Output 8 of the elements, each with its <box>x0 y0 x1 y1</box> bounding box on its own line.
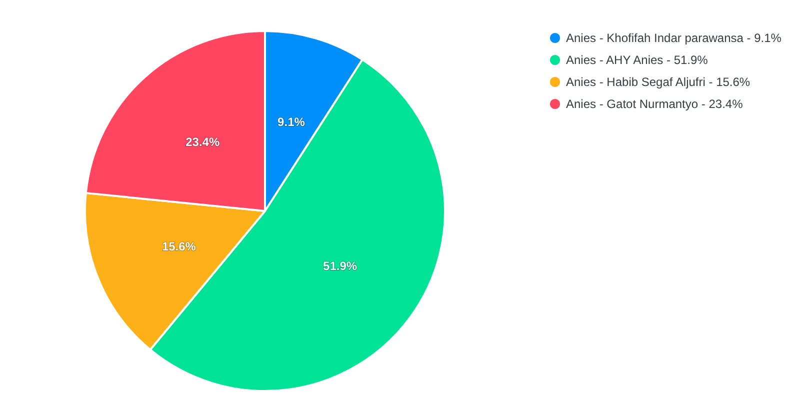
data-label: 9.1% <box>278 114 306 129</box>
legend-label: Anies - Gatot Nurmantyo - 23.4% <box>566 97 744 111</box>
legend-label: Anies - Khofifah Indar parawansa - 9.1% <box>566 31 782 45</box>
data-label: 15.6% <box>162 239 196 254</box>
legend-label: Anies - Habib Segaf Aljufri - 15.6% <box>566 75 750 89</box>
legend-label: Anies - AHY Anies - 51.9% <box>566 53 708 67</box>
data-label: 23.4% <box>186 135 220 150</box>
data-label: 51.9% <box>323 258 358 273</box>
